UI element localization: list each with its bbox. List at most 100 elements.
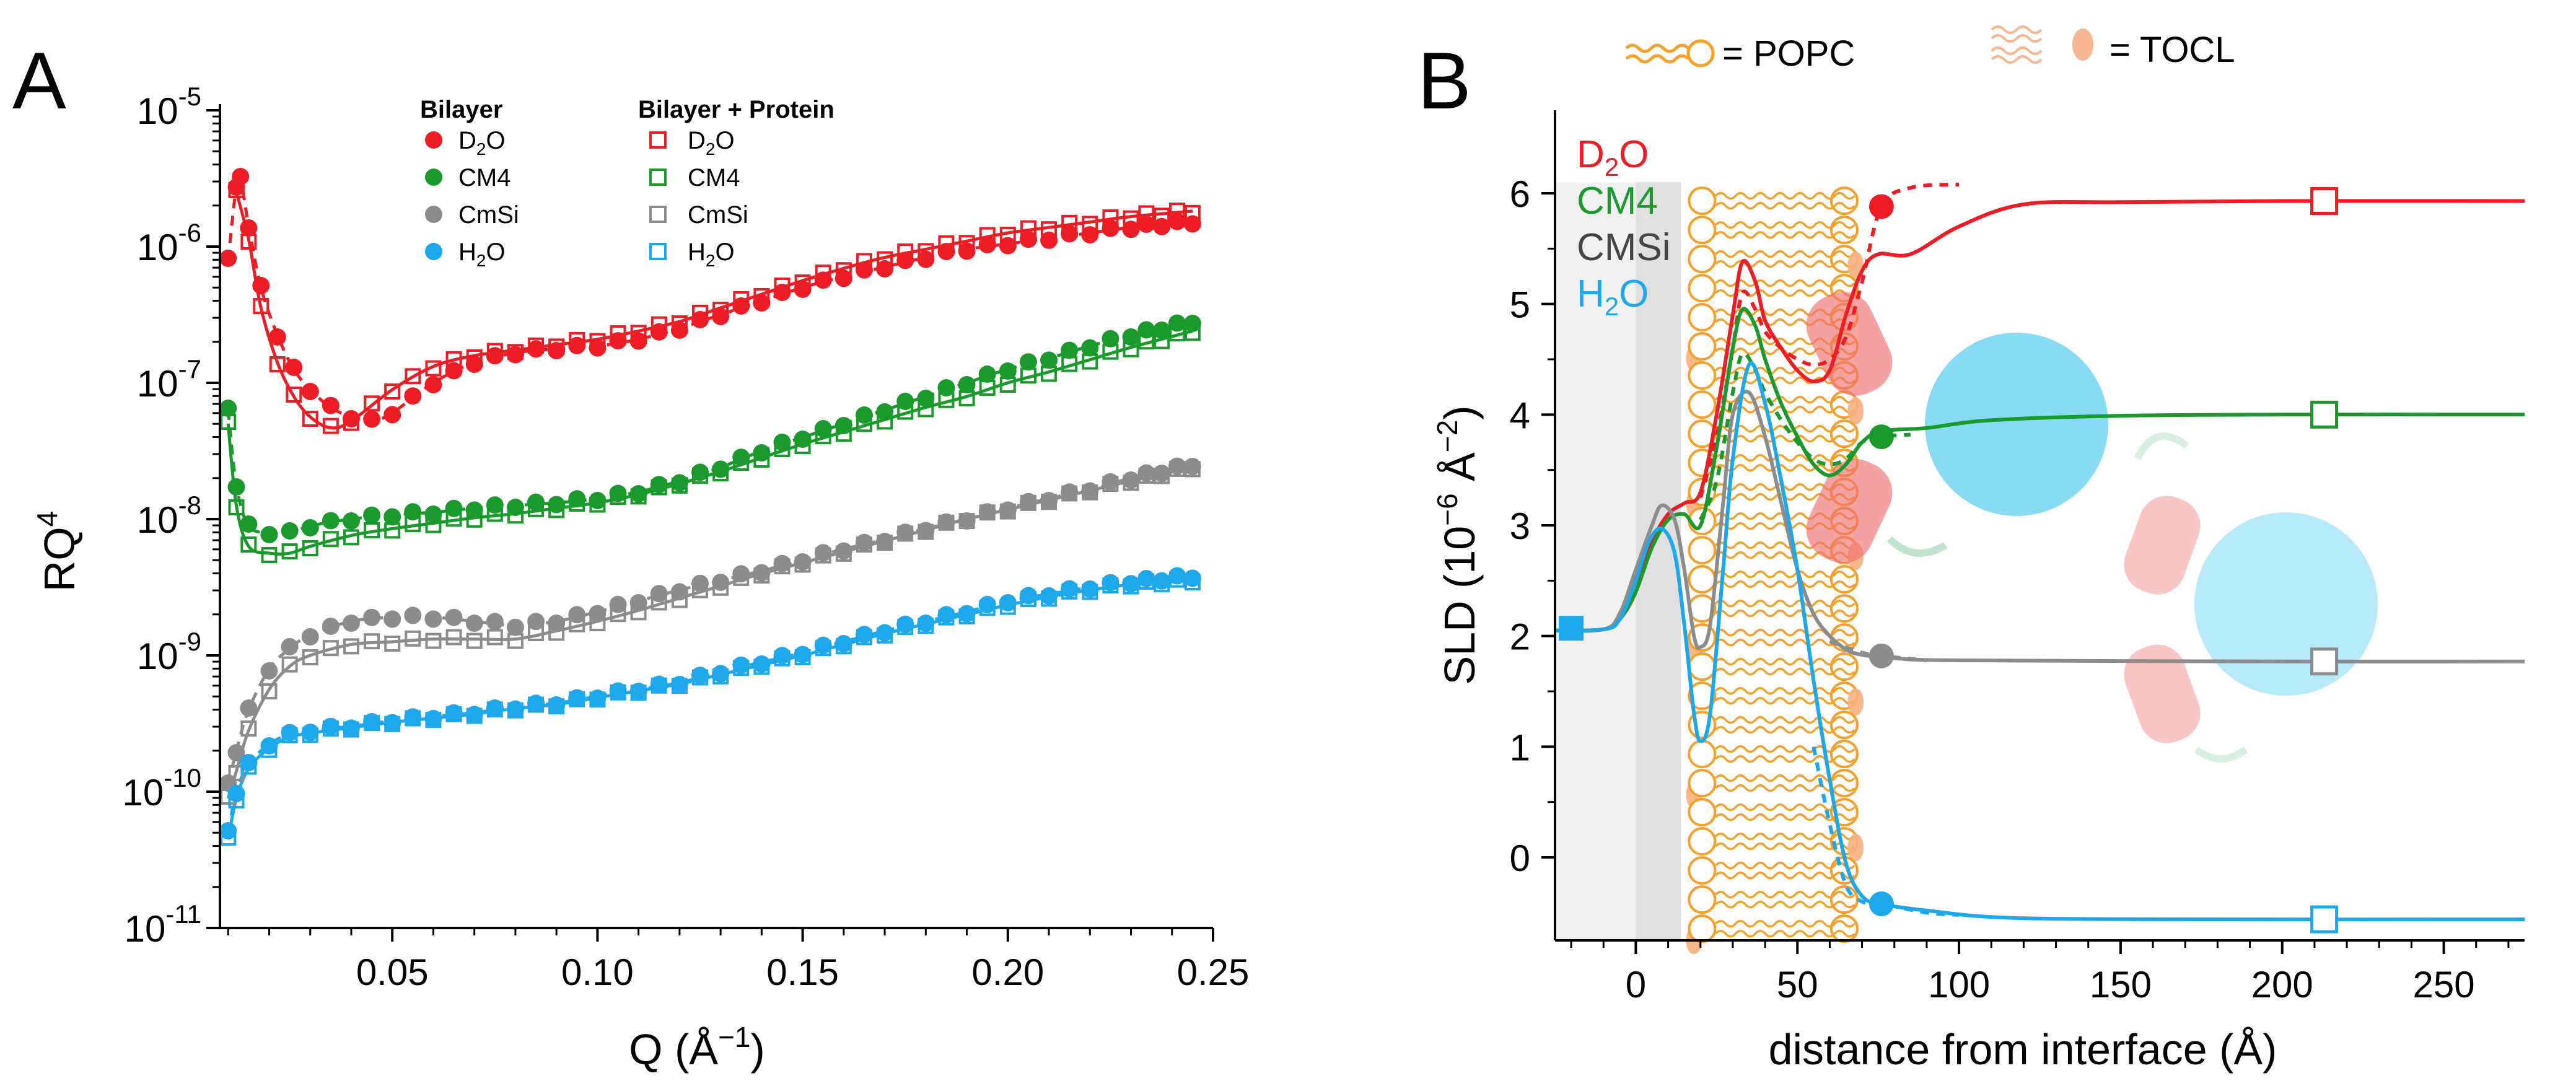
data-point-cm4-bilayer xyxy=(958,376,976,393)
data-point-d2o-protein xyxy=(302,411,318,427)
data-point-d2o-protein xyxy=(753,288,770,304)
panel-a-y-tick-label: 10-8 xyxy=(137,491,201,541)
data-point-cmsi-bilayer xyxy=(650,585,668,603)
data-point-h2o-protein xyxy=(610,684,626,701)
data-point-cm4-bilayer xyxy=(999,362,1017,380)
lipid-headgroup xyxy=(1688,885,1717,914)
data-point-d2o-bilayer xyxy=(568,336,586,354)
data-point-cm4-protein xyxy=(343,529,359,546)
data-point-cm4-protein xyxy=(528,501,545,517)
data-point-cm4-bilayer xyxy=(876,403,894,421)
data-point-cmsi-protein xyxy=(815,547,831,564)
data-point-h2o-bilayer xyxy=(1183,569,1201,587)
lipid-headgroup xyxy=(1829,186,1859,216)
data-point-d2o-protein xyxy=(1138,205,1155,222)
data-point-d2o-protein xyxy=(712,302,729,318)
panel-b-label: B xyxy=(1417,35,1471,126)
panel-a-y-tick-label: 10-11 xyxy=(125,899,201,950)
data-point-cmsi-protein xyxy=(692,582,709,598)
sld-line-cmsi xyxy=(1554,390,2525,663)
sld-end-marker-d2o xyxy=(2310,187,2339,216)
sld-end-marker-h2o xyxy=(2310,905,2339,934)
lipid-headgroup xyxy=(1688,245,1717,274)
data-point-d2o-bilayer xyxy=(424,376,442,393)
data-point-cmsi-bilayer xyxy=(240,699,258,717)
data-point-cm4-protein xyxy=(466,511,483,528)
legend-label-h2o: H2O xyxy=(458,239,506,270)
panel-a-x-tick-label: 0.05 xyxy=(356,952,429,993)
panel-a-x-tick-label: 0.15 xyxy=(766,952,839,993)
data-point-cm4-protein xyxy=(712,465,729,481)
data-point-cm4-protein xyxy=(1154,333,1170,349)
legend-label-h2o-protein: H2O xyxy=(688,239,735,270)
data-point-d2o-protein xyxy=(228,182,245,198)
data-point-cmsi-protein xyxy=(1061,485,1078,502)
panel-b-sld-lines xyxy=(1554,182,2525,934)
data-point-d2o-bilayer xyxy=(835,269,852,287)
data-point-d2o-bilayer xyxy=(252,277,270,294)
data-point-h2o-protein xyxy=(445,706,462,722)
data-point-cmsi-protein xyxy=(877,535,893,551)
data-point-cmsi-protein xyxy=(897,525,914,542)
data-point-d2o-protein xyxy=(979,227,996,243)
legend-header-protein: Bilayer + Protein xyxy=(638,96,835,123)
data-point-d2o-protein xyxy=(610,325,626,341)
label-d2o: D2O xyxy=(1577,133,1649,182)
data-point-d2o-protein xyxy=(651,316,667,333)
data-point-cmsi-protein xyxy=(753,567,770,584)
data-point-cmsi-protein xyxy=(343,638,359,655)
data-point-h2o-protein xyxy=(712,668,729,685)
lipid-headgroup xyxy=(1829,769,1859,798)
data-point-d2o-protein xyxy=(507,344,524,361)
data-point-d2o-protein xyxy=(835,262,852,279)
data-point-cm4-protein xyxy=(897,403,914,420)
data-point-h2o-protein xyxy=(302,727,318,743)
data-point-d2o-protein xyxy=(528,337,545,354)
label-cmsi: CMSi xyxy=(1577,226,1671,269)
silicon-layer xyxy=(1555,182,1636,941)
data-point-cm4-protein xyxy=(261,547,278,563)
sld-end-marker-cm4 xyxy=(2310,400,2339,429)
data-point-h2o-protein xyxy=(815,640,831,657)
data-point-cm4-protein xyxy=(958,390,975,406)
data-point-cmsi-protein xyxy=(610,606,626,623)
panel-b-x-tick-label: 200 xyxy=(2251,964,2313,1005)
lipid-tail xyxy=(1715,832,1855,851)
data-point-cmsi-protein xyxy=(712,579,729,596)
data-point-h2o-bilayer xyxy=(260,737,278,755)
data-point-cm4-protein xyxy=(610,489,626,505)
data-point-h2o-protein xyxy=(794,649,811,665)
data-point-cmsi-protein xyxy=(240,720,257,737)
tocl-headgroup xyxy=(1847,834,1864,862)
data-point-h2o-protein xyxy=(569,691,585,707)
label-h2o: H2O xyxy=(1577,273,1649,321)
legend-marker-cm4-protein xyxy=(649,168,667,186)
data-point-h2o-protein xyxy=(630,685,647,701)
lipid-tail xyxy=(1715,919,1855,938)
data-point-h2o-protein xyxy=(507,702,524,719)
data-point-d2o-protein xyxy=(815,265,831,281)
panel-b-x-tick-label: 150 xyxy=(2090,964,2152,1005)
data-point-d2o-protein xyxy=(1169,203,1186,219)
data-point-cmsi-bilayer xyxy=(548,615,566,632)
data-point-cmsi-protein xyxy=(1082,484,1098,501)
data-point-cm4-protein xyxy=(1138,333,1155,350)
lipid-tail xyxy=(1715,657,1855,676)
data-point-cm4-protein xyxy=(1020,367,1036,384)
data-point-cmsi-bilayer xyxy=(465,615,483,632)
protein-helix xyxy=(2124,496,2201,595)
data-point-d2o-protein xyxy=(999,227,1016,243)
tocl-legend-text: = TOCL xyxy=(2109,30,2235,70)
data-point-cm4-protein xyxy=(548,502,565,519)
data-point-h2o-protein xyxy=(1102,577,1119,593)
popc-legend: = POPC xyxy=(1625,33,1855,74)
lipid-headgroup xyxy=(1688,216,1717,245)
data-point-cm4-protein xyxy=(507,507,524,524)
data-point-cmsi-bilayer xyxy=(670,583,688,601)
data-point-cmsi-protein xyxy=(1123,475,1139,491)
lipid-headgroup xyxy=(1829,914,1859,943)
lipid-headgroup xyxy=(1688,536,1717,565)
data-point-h2o-protein xyxy=(1184,574,1201,590)
data-point-cm4-bilayer xyxy=(260,526,278,543)
